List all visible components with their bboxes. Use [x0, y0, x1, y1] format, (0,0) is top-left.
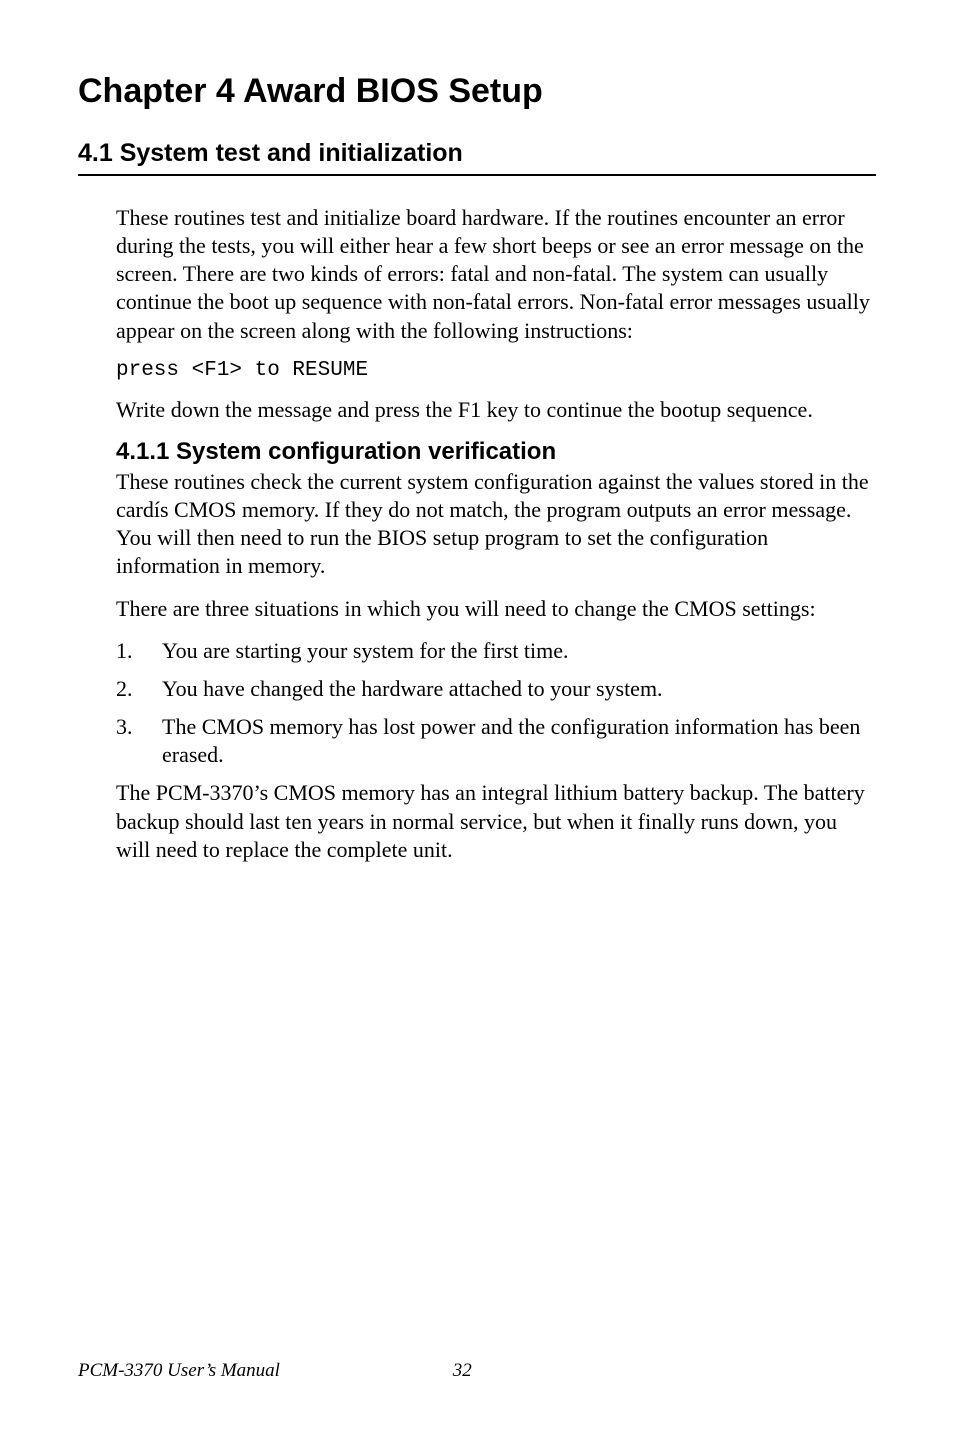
subsection-p1: These routines check the current system … [116, 468, 876, 581]
footer-manual-name: PCM-3370 User’s Manual [78, 1360, 280, 1381]
list-item: 3. The CMOS memory has lost power and th… [116, 713, 876, 769]
list-item-text: The CMOS memory has lost power and the c… [162, 713, 876, 769]
footer-page-number: 32 [453, 1360, 472, 1381]
section-rule [78, 174, 876, 176]
subsection-heading: 4.1.1 System configuration verification [116, 438, 876, 466]
after-list-paragraph: The PCM-3370’s CMOS memory has an integr… [116, 779, 876, 863]
page-footer: PCM-3370 User’s Manual 32 [78, 1360, 472, 1382]
section-body: These routines test and initialize board… [116, 204, 876, 864]
list-item: 1. You are starting your system for the … [116, 637, 876, 665]
list-item-number: 2. [116, 675, 162, 703]
code-line: press <F1> to RESUME [116, 359, 876, 382]
page: Chapter 4 Award BIOS Setup 4.1 System te… [0, 0, 954, 1434]
subsection-p2: There are three situations in which you … [116, 595, 876, 623]
list-item-text: You have changed the hardware attached t… [162, 675, 876, 703]
after-code-paragraph: Write down the message and press the F1 … [116, 396, 876, 424]
list-item: 2. You have changed the hardware attache… [116, 675, 876, 703]
list-item-number: 3. [116, 713, 162, 769]
chapter-title: Chapter 4 Award BIOS Setup [78, 72, 876, 111]
list-item-number: 1. [116, 637, 162, 665]
section-heading: 4.1 System test and initialization [78, 139, 876, 168]
list-item-text: You are starting your system for the fir… [162, 637, 876, 665]
numbered-list: 1. You are starting your system for the … [116, 637, 876, 770]
intro-paragraph: These routines test and initialize board… [116, 204, 876, 345]
